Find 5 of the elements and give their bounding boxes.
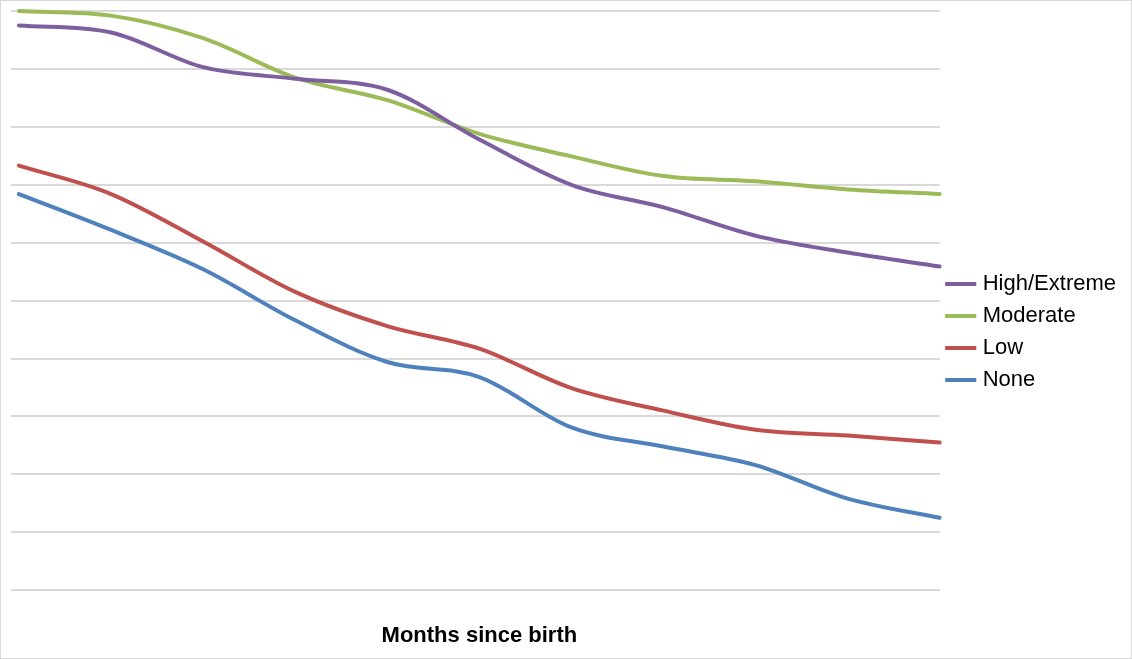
legend-label: Low: [982, 334, 1024, 360]
legend-label: Moderate: [982, 302, 1076, 328]
legend-label: High/Extreme: [982, 270, 1117, 296]
legend-label: None: [982, 366, 1036, 392]
x-axis-title: Months since birth: [381, 621, 578, 647]
